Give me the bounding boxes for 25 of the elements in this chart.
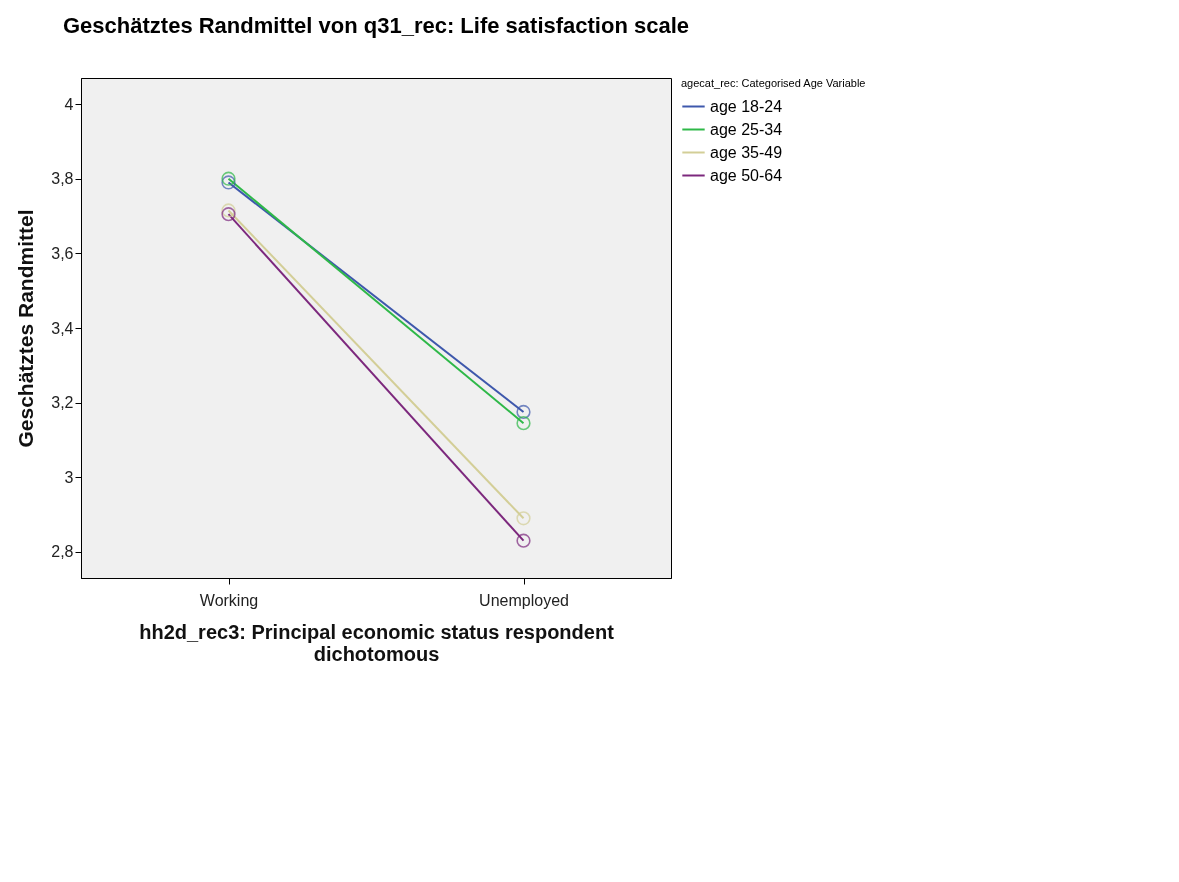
chart-title: Geschätztes Randmittel von q31_rec: Life satisfaction scale	[62, 13, 690, 38]
x-tick-label: Working	[199, 591, 259, 609]
y-tick-label: 4	[64, 95, 74, 113]
point	[221, 207, 236, 222]
y-axis-title: Geschätztes Randmittel	[14, 209, 38, 448]
legend-label: age 18-24	[710, 97, 783, 115]
y-tick-label: 3,6	[51, 244, 74, 262]
legend-title: agecat_rec: Categorised Age Variable	[681, 77, 866, 89]
legend-label: age 50-64	[710, 166, 783, 184]
point	[221, 175, 236, 190]
x-axis-title: hh2d_rec3: Principal economic status respondent dichotomous	[139, 620, 615, 665]
y-tick-label: 3,4	[51, 319, 74, 337]
y-tick-label: 3,8	[51, 170, 74, 188]
y-tick-label: 2,8	[51, 543, 74, 561]
point	[516, 404, 531, 420]
point	[516, 416, 531, 431]
x-tick-label: Unemployed	[479, 591, 569, 609]
point	[516, 511, 531, 526]
point	[221, 203, 236, 218]
y-tick-label: 3	[64, 468, 74, 486]
point	[221, 171, 236, 186]
y-tick-label: 3,2	[51, 394, 74, 412]
point	[516, 533, 531, 548]
legend-label: age 35-49	[710, 143, 783, 161]
legend-label: age 25-34	[710, 120, 783, 138]
